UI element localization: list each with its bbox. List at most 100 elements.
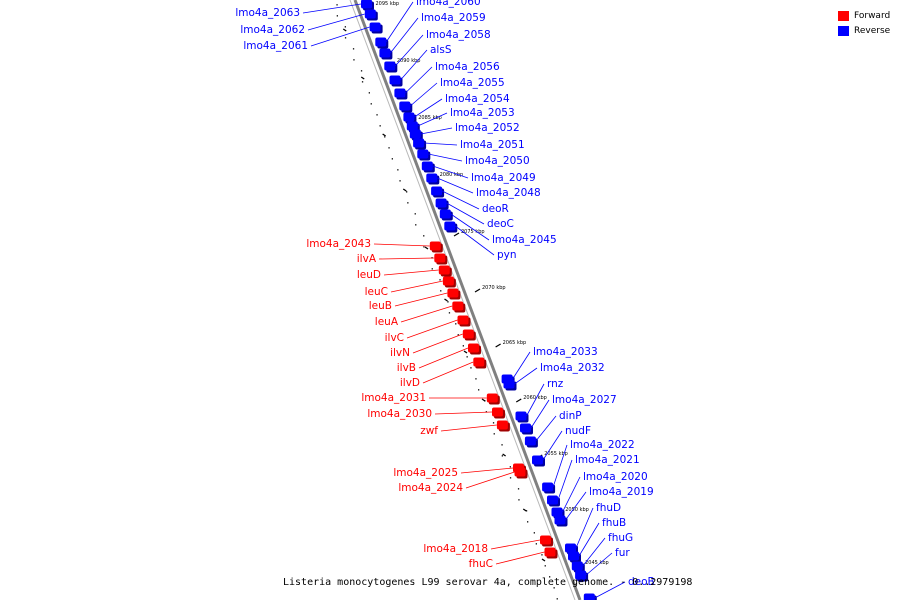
ring-dot — [360, 70, 363, 72]
ring-dot — [541, 554, 543, 556]
gene-label[interactable]: lmo4a_2050 — [465, 155, 530, 167]
gene-label[interactable]: pyn — [497, 249, 517, 261]
ring-dot — [455, 323, 457, 325]
gene-label[interactable]: lmo4a_2025 — [393, 467, 458, 479]
gene-label[interactable]: leuD — [357, 269, 381, 281]
ring-dot — [344, 26, 346, 28]
ring-dot — [517, 488, 520, 490]
gene-leader-line — [441, 190, 480, 210]
gene-leader-line — [390, 17, 419, 54]
gene-leader-line — [495, 551, 545, 565]
gene-leader-line — [575, 507, 594, 549]
gene-label[interactable]: lmo4a_2058 — [426, 29, 491, 41]
gene-label[interactable]: lmo4a_2051 — [460, 139, 525, 151]
gene-block — [583, 593, 595, 600]
tick-mark — [453, 232, 460, 237]
gene-label[interactable]: lmo4a_2062 — [240, 24, 305, 36]
ring-dot — [466, 356, 468, 358]
backbone-line — [353, 0, 582, 600]
gene-leader-line — [409, 82, 438, 107]
gene-label[interactable]: lmo4a_2054 — [445, 93, 510, 105]
ring-dot — [525, 510, 528, 512]
gene-leader-line — [437, 177, 474, 194]
gene-label[interactable]: ilvB — [397, 362, 416, 374]
ring-dot — [397, 169, 399, 171]
gene-label[interactable]: lmo4a_2063 — [235, 7, 300, 19]
ring-dash — [502, 453, 506, 457]
gene-label[interactable]: lmo4a_2031 — [361, 392, 426, 404]
gene-block — [421, 161, 433, 171]
gene-block — [524, 436, 536, 446]
gene-leader-line — [514, 367, 538, 385]
ring-dot — [423, 246, 425, 248]
gene-label[interactable]: fhuG — [608, 532, 633, 544]
gene-leader-line — [557, 459, 573, 501]
kbp-ticks: 2095 kbp 2090 kbp 2085 kbp 2080 kbp 2075 kbp… — [368, 1, 609, 568]
gene-label[interactable]: lmo4a_2053 — [450, 107, 515, 119]
ring-dot — [462, 345, 464, 347]
gene-label[interactable]: lmo4a_2033 — [533, 346, 598, 358]
gene-label[interactable]: lmo4a_2060 — [416, 0, 481, 8]
ring-dot — [379, 125, 381, 127]
gene-leader-line — [434, 411, 493, 415]
ring-dot — [549, 576, 551, 578]
gene-block — [571, 561, 583, 571]
gene-label[interactable]: ilvA — [357, 253, 377, 265]
gene-label[interactable]: lmo4a_2045 — [492, 234, 557, 246]
gene-label[interactable]: lmo4a_2032 — [540, 362, 605, 374]
gene-label[interactable]: deoR — [482, 203, 509, 215]
gene-label[interactable]: ilvN — [390, 347, 410, 359]
gene-label[interactable]: lmo4a_2027 — [552, 394, 617, 406]
gene-label[interactable]: lmo4a_2019 — [589, 486, 654, 498]
gene-block — [565, 543, 576, 553]
gene-label[interactable]: lmo4a_2022 — [570, 439, 635, 451]
ring-dot — [448, 312, 451, 314]
ring-dot — [414, 213, 416, 215]
tick-label: 2075 kbp — [461, 229, 485, 235]
ring-dot — [509, 477, 512, 479]
gene-block — [438, 265, 450, 275]
gene-label[interactable]: fhuB — [602, 517, 626, 529]
gene-label[interactable]: fur — [615, 547, 630, 559]
gene-label[interactable]: alsS — [430, 44, 452, 56]
gene-block — [492, 407, 503, 417]
gene-label[interactable]: lmo4a_2052 — [455, 122, 520, 134]
gene-label[interactable]: lmo4a_2055 — [440, 77, 505, 89]
gene-label[interactable]: lmo4a_2059 — [421, 12, 486, 24]
gene-label[interactable]: deoC — [487, 218, 514, 230]
gene-label[interactable]: lmo4a_2061 — [243, 40, 308, 52]
gene-label[interactable]: lmo4a_2021 — [575, 454, 640, 466]
gene-label[interactable]: deoB — [628, 576, 655, 588]
gene-leader-line — [585, 552, 613, 576]
gene-label[interactable]: lmo4a_2020 — [583, 471, 648, 483]
gene-label[interactable]: nudF — [565, 425, 591, 437]
ring-dot — [368, 92, 370, 94]
ring-dot — [344, 37, 347, 39]
gene-label[interactable]: ilvD — [400, 377, 420, 389]
ring-dot — [352, 48, 355, 50]
gene-label[interactable]: lmo4a_2018 — [423, 543, 488, 555]
gene-label[interactable]: lmo4a_2030 — [367, 408, 432, 420]
gene-label[interactable]: fhuD — [596, 502, 621, 514]
tick-label: 2090 kbp — [397, 58, 421, 64]
gene-label[interactable]: leuA — [375, 316, 399, 328]
gene-label[interactable]: leuC — [365, 286, 388, 298]
gene-label[interactable]: lmo4a_2024 — [398, 482, 463, 494]
gene-label[interactable]: fhuC — [469, 558, 493, 570]
tick-label: 2065 kbp — [503, 340, 527, 346]
tick-mark — [515, 398, 522, 403]
gene-label[interactable]: ilvC — [385, 332, 404, 344]
gene-leader-line — [460, 467, 514, 474]
gene-label[interactable]: lmo4a_2056 — [435, 61, 500, 73]
gene-block — [514, 467, 526, 477]
gene-label[interactable]: zwf — [420, 425, 438, 437]
gene-label[interactable]: lmo4a_2049 — [471, 172, 536, 184]
gene-leader-line — [552, 444, 568, 488]
gene-label[interactable]: rnz — [547, 378, 564, 390]
gene-label[interactable]: lmo4a_2043 — [306, 238, 371, 250]
tick-label: 2055 kbp — [544, 451, 568, 457]
gene-label[interactable]: leuB — [369, 300, 392, 312]
gene-label[interactable]: lmo4a_2048 — [476, 187, 541, 199]
gene-block — [375, 37, 387, 47]
gene-label[interactable]: dinP — [559, 410, 582, 422]
